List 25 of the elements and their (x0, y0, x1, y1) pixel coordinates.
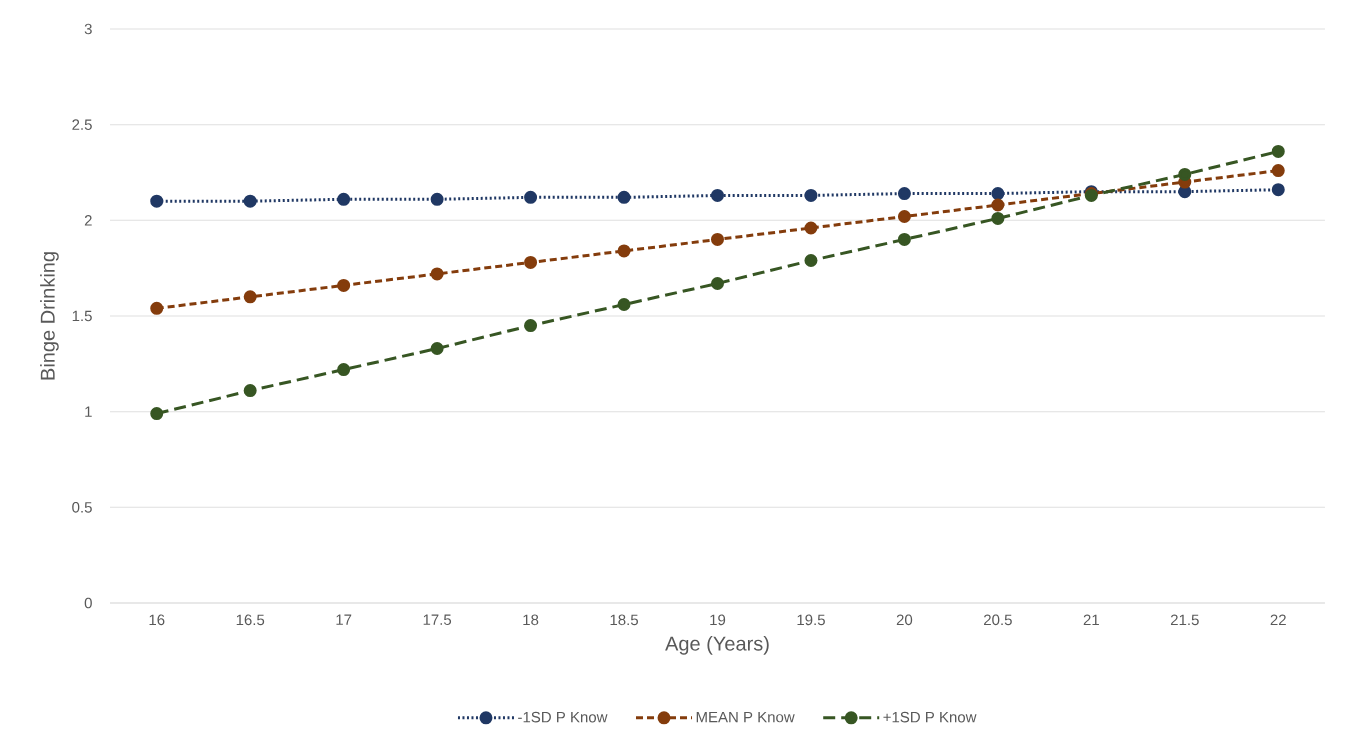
x-tick-label: 19 (710, 614, 726, 626)
y-tick-label: 0 (84, 597, 92, 609)
x-tick-label: 18.5 (610, 614, 639, 626)
x-tick-label: 21.5 (1170, 614, 1199, 626)
y-tick-label: 2 (84, 215, 92, 226)
x-tick-label: 18 (523, 614, 539, 626)
x-tick-label: 20.5 (984, 614, 1012, 626)
x-tick-label: 17 (336, 614, 352, 625)
y-axis-title: Binge Drinking (40, 252, 59, 380)
x-tick-label: 20 (896, 614, 913, 626)
y-tick-label: 2.5 (72, 119, 92, 130)
x-axis-title: Age (Years) (665, 636, 769, 655)
x-tick-label: 16 (149, 614, 165, 626)
y-tick-label: 1 (85, 406, 92, 417)
y-tick-label: 3 (84, 23, 92, 35)
x-tick-label: 21 (1083, 614, 1099, 626)
x-tick-label: 19.5 (797, 614, 825, 626)
x-tick-label: 16.5 (236, 614, 265, 626)
legend-label: MEAN P Know (696, 711, 795, 723)
legend-label: +1SD P Know (883, 711, 977, 723)
legend-label: -1SD P Know (518, 711, 608, 723)
x-tick-label: 22 (1270, 614, 1286, 626)
y-tick-label: 0.5 (72, 502, 92, 513)
y-tick-label: 1.5 (72, 310, 92, 322)
x-tick-label: 17.5 (423, 614, 452, 625)
